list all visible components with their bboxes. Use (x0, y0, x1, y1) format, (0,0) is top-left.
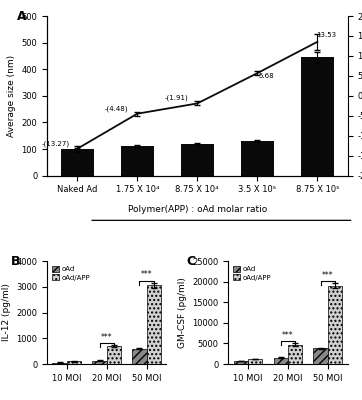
Bar (234, 361, 248, 364)
Y-axis label: IL-12 (pg/ml): IL-12 (pg/ml) (2, 284, 10, 342)
X-axis label: Polymer(APP) : oAd molar ratio: Polymer(APP) : oAd molar ratio (128, 206, 267, 214)
Text: ***: *** (141, 270, 152, 279)
Text: -(1.91): -(1.91) (164, 95, 188, 102)
Bar (92, 361, 107, 364)
Bar (52, 363, 67, 364)
Bar (288, 345, 302, 364)
Text: -(13.27): -(13.27) (42, 140, 70, 147)
Bar (301, 57, 334, 176)
Text: ***: *** (282, 331, 294, 340)
Bar (67, 362, 81, 364)
Bar (181, 144, 214, 176)
Bar (241, 141, 274, 176)
Legend: oAd, oAd/APP: oAd, oAd/APP (51, 264, 92, 282)
Legend: oAd, oAd/APP: oAd, oAd/APP (232, 264, 273, 282)
Bar (248, 359, 262, 364)
Bar (121, 146, 154, 176)
Bar (132, 348, 147, 364)
Text: 13.53: 13.53 (316, 32, 336, 38)
Bar (328, 286, 342, 364)
Text: ***: *** (101, 332, 113, 342)
Text: B: B (11, 255, 21, 268)
Bar (61, 149, 94, 176)
Bar (313, 348, 328, 364)
Bar (274, 358, 288, 364)
Y-axis label: GM-CSF (pg/ml): GM-CSF (pg/ml) (178, 277, 187, 348)
Bar (107, 346, 121, 364)
Text: -(4.48): -(4.48) (105, 105, 128, 112)
Bar (147, 286, 161, 364)
Text: 5.68: 5.68 (258, 73, 274, 79)
Y-axis label: Average size (nm): Average size (nm) (7, 55, 16, 137)
Text: C: C (186, 255, 196, 268)
Text: A: A (17, 10, 27, 23)
Text: ***: *** (322, 271, 333, 280)
